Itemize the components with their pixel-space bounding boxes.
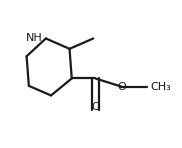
Text: O: O xyxy=(91,102,100,112)
Text: NH: NH xyxy=(26,33,43,44)
Text: CH₃: CH₃ xyxy=(150,82,171,92)
Text: O: O xyxy=(117,82,126,92)
